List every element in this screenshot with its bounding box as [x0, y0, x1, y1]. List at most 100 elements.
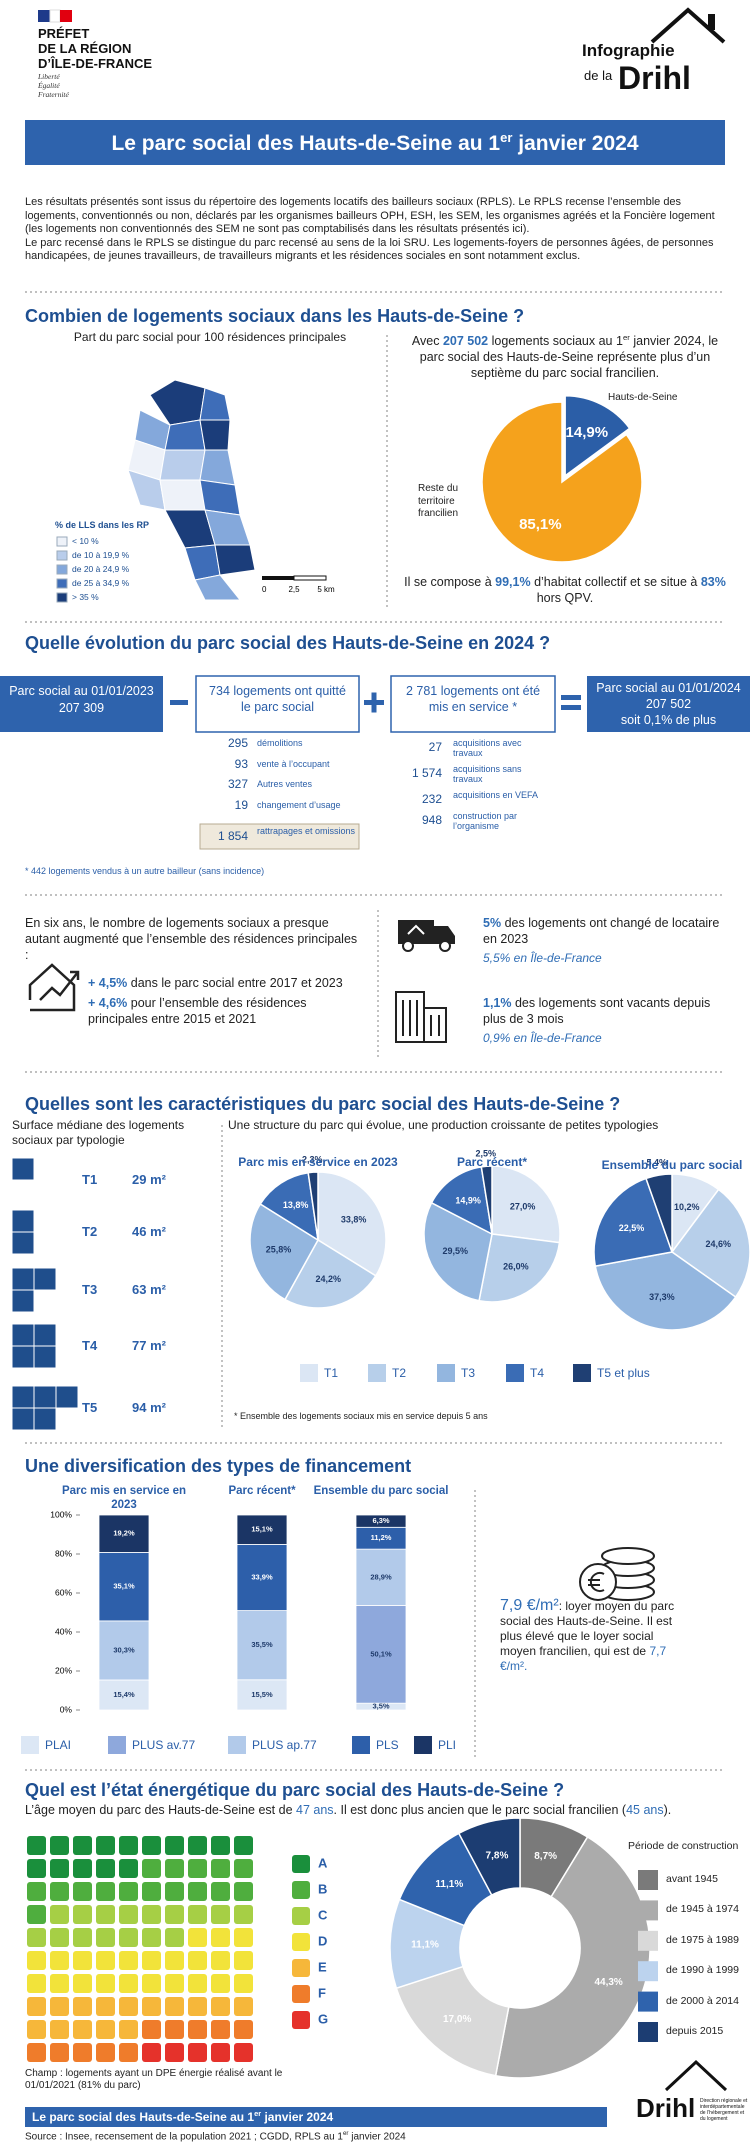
bar-segment [98, 1514, 150, 1553]
data-label: 28,9% [370, 1572, 392, 1581]
section-heading: Quelle évolution du parc social des Haut… [25, 632, 550, 655]
icon-part [70, 970, 80, 980]
data-label: 25,8% [266, 1245, 292, 1255]
typology-label: T1 [82, 1172, 97, 1188]
bar-category: Ensemble du parc social [306, 1484, 456, 1498]
waffle-cell [27, 1974, 46, 1993]
map-scale [262, 575, 327, 581]
waffle-cell [27, 1905, 46, 1924]
text: L’âge moyen du parc des Hauts-de-Seine e… [25, 1803, 293, 1817]
brand-de-la: de la [584, 68, 612, 84]
text: PLI [438, 1738, 457, 1752]
waffle-cell [27, 2020, 46, 2039]
icon-truck [398, 920, 455, 952]
waffle-cell [234, 1951, 253, 1970]
text: D’ÎLE-DE-FRANCE [38, 56, 153, 71]
waffle-cell [165, 2020, 184, 2039]
waffle-cell [142, 2043, 161, 2062]
text: DE LA RÉGION [38, 41, 132, 56]
text: > 35 % [72, 592, 99, 602]
text: 734 logements ont quitté le parc social [209, 684, 346, 714]
legend-swatch [638, 2022, 658, 2042]
legend-label: depuis 2015 [666, 2025, 723, 2038]
waffle-cell [234, 2043, 253, 2062]
legend-swatch [56, 578, 68, 589]
text: Parc social au 01/01/2024 [596, 681, 741, 695]
legend-label: T1 [324, 1366, 338, 1381]
icon-coins [579, 1547, 655, 1601]
text: : loyer moyen du parc social des Hauts-d… [500, 1599, 675, 1658]
waffle-cell [50, 1836, 69, 1855]
footer-roof [664, 2059, 728, 2092]
data-label: 3,5% [372, 1702, 389, 1711]
surface-value: 46 m² [132, 1224, 166, 1240]
text: 27 [428, 740, 442, 754]
legend-label: < 10 % [72, 536, 99, 547]
data-label: 24,2% [316, 1274, 342, 1284]
s2b-item: + 4,5% dans le parc social entre 2017 et… [88, 975, 368, 991]
typology-icon [11, 1385, 35, 1409]
waffle-cell [211, 1882, 230, 1901]
text: 7,9 €/m² [500, 1597, 559, 1614]
waffle-cell [96, 1951, 115, 1970]
text: 2 781 logements ont été mis en service * [405, 684, 541, 714]
text: Direction régionale et interdépartementa… [700, 2098, 748, 2122]
pie-slice [645, 1173, 673, 1253]
box-in [390, 675, 556, 733]
title-bar [25, 120, 725, 165]
plus-sign [371, 692, 377, 713]
typology-icon [11, 1407, 35, 1431]
text: . Il est donc plus ancien que le parc so… [333, 1803, 627, 1817]
legend-swatch [292, 1907, 310, 1925]
waffle-cell [119, 2020, 138, 2039]
item-label: rattrapages et omissions [257, 826, 357, 836]
scale-label: 0 [262, 585, 267, 594]
text: de la [584, 68, 613, 83]
legend-label: C [318, 1907, 328, 1922]
legend-swatch [506, 1364, 524, 1382]
legend-label: B [318, 1881, 327, 1896]
data-label: 15,1% [251, 1525, 273, 1534]
waffle-cell [234, 1974, 253, 1993]
text: % de LLS dans les RP [55, 520, 150, 530]
data-label: 17,0% [443, 2014, 471, 2025]
text: T2 [82, 1224, 98, 1239]
legend-label: > 35 % [72, 592, 99, 603]
y-tick-label: 80% [55, 1548, 72, 1558]
text: Il se compose à [404, 575, 492, 589]
legend-label: D [318, 1933, 327, 1948]
waffle-cell [142, 1859, 161, 1878]
text: er [342, 2130, 349, 2137]
typology-icon [33, 1385, 57, 1409]
waffle-cell [211, 2020, 230, 2039]
typology-icon [33, 1267, 57, 1291]
legend-swatch [352, 1736, 370, 1754]
text: démolitions [257, 738, 303, 748]
item-number: 19 [200, 798, 248, 813]
y-tick-label: 0% [60, 1704, 73, 1714]
item-label: acquisitions sans travaux [453, 764, 543, 784]
waffle-cell [234, 1859, 253, 1878]
text: er [500, 130, 513, 145]
s2b-stat: 1,1% des logements sont vacants depuis p… [483, 995, 723, 1027]
waffle-cell [234, 1905, 253, 1924]
item-number: 327 [200, 777, 248, 792]
legend-swatch [56, 592, 68, 603]
map-legend-title: % de LLS dans les RP [55, 520, 149, 531]
legend-label: de 20 à 24,9 % [72, 564, 129, 575]
data-label: 22,5% [619, 1223, 645, 1233]
waffle-cell [73, 1882, 92, 1901]
text: Parc récent* [228, 1485, 296, 1497]
section-heading: Une diversification des types de finance… [25, 1455, 411, 1478]
text: 29 m² [132, 1172, 166, 1187]
scale-label: 5 km [317, 585, 335, 594]
icon-part [407, 924, 425, 935]
legend-label: PLUS av.77 [132, 1738, 195, 1753]
icon-part [579, 1563, 617, 1601]
waffle-cell [27, 1997, 46, 2016]
text: rattrapages et omissions [257, 826, 356, 836]
footer-logo-text: Direction régionale et interdépartementa… [700, 2098, 748, 2122]
text: acquisitions en VEFA [453, 790, 539, 800]
